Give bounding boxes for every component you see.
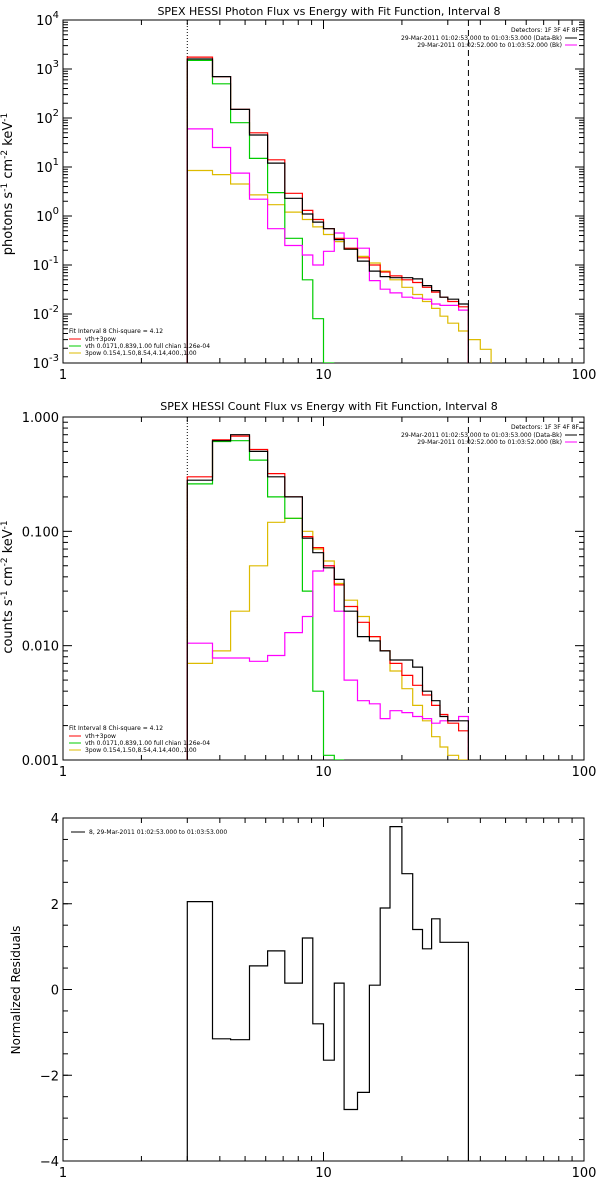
- legend-bottom-entry: vth 0.0171,0.839,1.00 full chian 1.26e-0…: [85, 343, 210, 350]
- y-tick-label: 10-3: [32, 353, 59, 372]
- y-tick-base: 10: [32, 259, 49, 274]
- y-label-part: photons s: [1, 192, 16, 256]
- y-label-part: -2: [0, 150, 10, 159]
- x-tick-label: 100: [572, 368, 597, 383]
- y-tick-base: 10: [36, 112, 53, 127]
- y-tick-label: 0.010: [22, 640, 59, 655]
- legend-bottom-entry: 3pow 0.154,1.50,8.54,4.14,400.,1.00: [85, 747, 197, 754]
- x-tick-label: 10: [315, 1166, 332, 1181]
- y-tick-label: 2: [51, 898, 59, 913]
- legend-top-entry: 29-Mar-2011 01:02:52.000 to 01:03:52.000…: [417, 42, 562, 49]
- y-tick-label: 102: [36, 108, 59, 127]
- y-tick-label: 1.000: [22, 411, 59, 426]
- legend-top-entry: 29-Mar-2011 01:02:53.000 to 01:03:53.000…: [401, 35, 562, 42]
- residuals-panel: Normalized Residuals 1 10 100 −4 −2 0 2 4 8, 29-…: [9, 812, 596, 1181]
- residuals-plot: 1 10 100 −4 −2 0 2 4 8, 29-Mar-2011 01:02:53.000…: [40, 812, 597, 1181]
- series-vth: [186, 59, 335, 363]
- count-flux-title: SPEX HESSI Count Flux vs Energy with Fit…: [160, 400, 497, 413]
- y-label-part: -2: [0, 557, 10, 566]
- detectors-label: Detectors: 1F 3F 4F 8F: [511, 27, 580, 34]
- fit-title: Fit Interval 8 Chi-square = 4.12: [69, 328, 163, 335]
- series-3pow: [186, 517, 469, 760]
- series-data-bk: [186, 58, 469, 363]
- y-tick-label: 0: [51, 984, 59, 999]
- y-tick-base: 10: [36, 14, 53, 29]
- y-tick-exponent: 3: [53, 59, 59, 70]
- legend-bottom: Fit Interval 8 Chi-square = 4.12vth+3pow…: [69, 328, 210, 357]
- legend-residuals-entry: 8, 29-Mar-2011 01:02:53.000 to 01:03:53.…: [89, 829, 227, 836]
- y-tick-label: −4: [40, 1155, 59, 1170]
- series-group: [186, 826, 469, 1161]
- photon-flux-title: SPEX HESSI Photon Flux vs Energy with Fi…: [157, 5, 500, 18]
- y-tick-exponent: 2: [53, 108, 59, 119]
- photon-flux-panel: SPEX HESSI Photon Flux vs Energy with Fi…: [0, 5, 596, 383]
- y-label-part: -1: [0, 113, 10, 122]
- legend-bottom: Fit Interval 8 Chi-square = 4.12vth+3pow…: [69, 725, 210, 754]
- y-tick-base: 10: [36, 161, 53, 176]
- y-label-part: -1: [0, 520, 10, 529]
- y-tick-base: 10: [32, 357, 49, 372]
- y-tick-label: 104: [36, 10, 59, 29]
- y-tick-base: 10: [36, 63, 53, 78]
- residuals-y-label: Normalized Residuals: [9, 926, 23, 1055]
- photon-flux-plot: 1 10 10010-310-210-1100101102103104Detecto…: [32, 10, 596, 383]
- y-tick-label: 0.100: [22, 525, 59, 540]
- series-bk: [186, 565, 469, 760]
- y-tick-label: 10-2: [32, 304, 59, 323]
- y-tick-exponent: -1: [49, 255, 59, 266]
- count-flux-y-label: counts s-1 cm-2 keV-1: [0, 520, 16, 653]
- x-tick-label: 100: [572, 765, 597, 780]
- y-tick-label: −2: [40, 1069, 59, 1084]
- count-flux-panel: SPEX HESSI Count Flux vs Energy with Fit…: [0, 400, 596, 780]
- y-tick-label: 101: [36, 157, 59, 176]
- y-tick-label: 10-1: [32, 255, 59, 274]
- legend-bottom-entry: vth+3pow: [85, 733, 116, 740]
- y-label-part: -1: [0, 183, 10, 192]
- y-tick-exponent: 4: [53, 10, 59, 21]
- series-8-29-mar-2011-01-02-53-000-to-01-03-53-000: [186, 826, 469, 1161]
- x-tick-label: 1: [59, 765, 67, 780]
- series-group: [186, 434, 469, 760]
- series-bk: [186, 128, 469, 363]
- series-group: [186, 56, 492, 363]
- y-label-part: cm: [1, 566, 16, 590]
- fit-title: Fit Interval 8 Chi-square = 4.12: [69, 725, 163, 732]
- y-tick-label: 100: [36, 206, 59, 225]
- photon-flux-y-label: photons s-1 cm-2 keV-1: [0, 113, 16, 255]
- y-label-part: keV: [1, 529, 16, 557]
- detectors-label: Detectors: 1F 3F 4F 8F: [511, 424, 580, 431]
- count-flux-plot: 1 10 100 0.001 0.010 0.100 1.000 Detectors: 1F …: [22, 411, 597, 780]
- series-data-bk: [186, 434, 469, 760]
- y-tick-label: 4: [51, 812, 59, 827]
- y-tick-base: 10: [36, 210, 53, 225]
- y-tick-label: 103: [36, 59, 59, 78]
- x-tick-label: 100: [572, 1166, 597, 1181]
- y-label-part: counts s: [1, 599, 16, 654]
- x-tick-label: 10: [315, 368, 332, 383]
- x-tick-label: 1: [59, 368, 67, 383]
- legend-residuals: 8, 29-Mar-2011 01:02:53.000 to 01:03:53.…: [71, 829, 227, 836]
- y-tick-label: 0.001: [22, 754, 59, 769]
- y-label-part: keV: [1, 122, 16, 150]
- legend-top-entry: 29-Mar-2011 01:02:53.000 to 01:03:53.000…: [401, 432, 562, 439]
- y-label-part: -1: [0, 590, 10, 599]
- y-tick-base: 10: [32, 308, 49, 323]
- y-tick-exponent: -3: [49, 353, 59, 364]
- y-tick-exponent: 0: [53, 206, 59, 217]
- y-tick-exponent: -2: [49, 304, 59, 315]
- legend-bottom-entry: vth 0.0171,0.839,1.00 full chian 1.26e-0…: [85, 740, 210, 747]
- x-tick-label: 1: [59, 1166, 67, 1181]
- y-label-part: cm: [1, 159, 16, 183]
- x-tick-label: 10: [315, 765, 332, 780]
- legend-top-entry: 29-Mar-2011 01:02:52.000 to 01:03:52.000…: [417, 439, 562, 446]
- legend-bottom-entry: 3pow 0.154,1.50,8.54,4.14,400.,1.00: [85, 350, 197, 357]
- legend-bottom-entry: vth+3pow: [85, 336, 116, 343]
- y-tick-exponent: 1: [53, 157, 59, 168]
